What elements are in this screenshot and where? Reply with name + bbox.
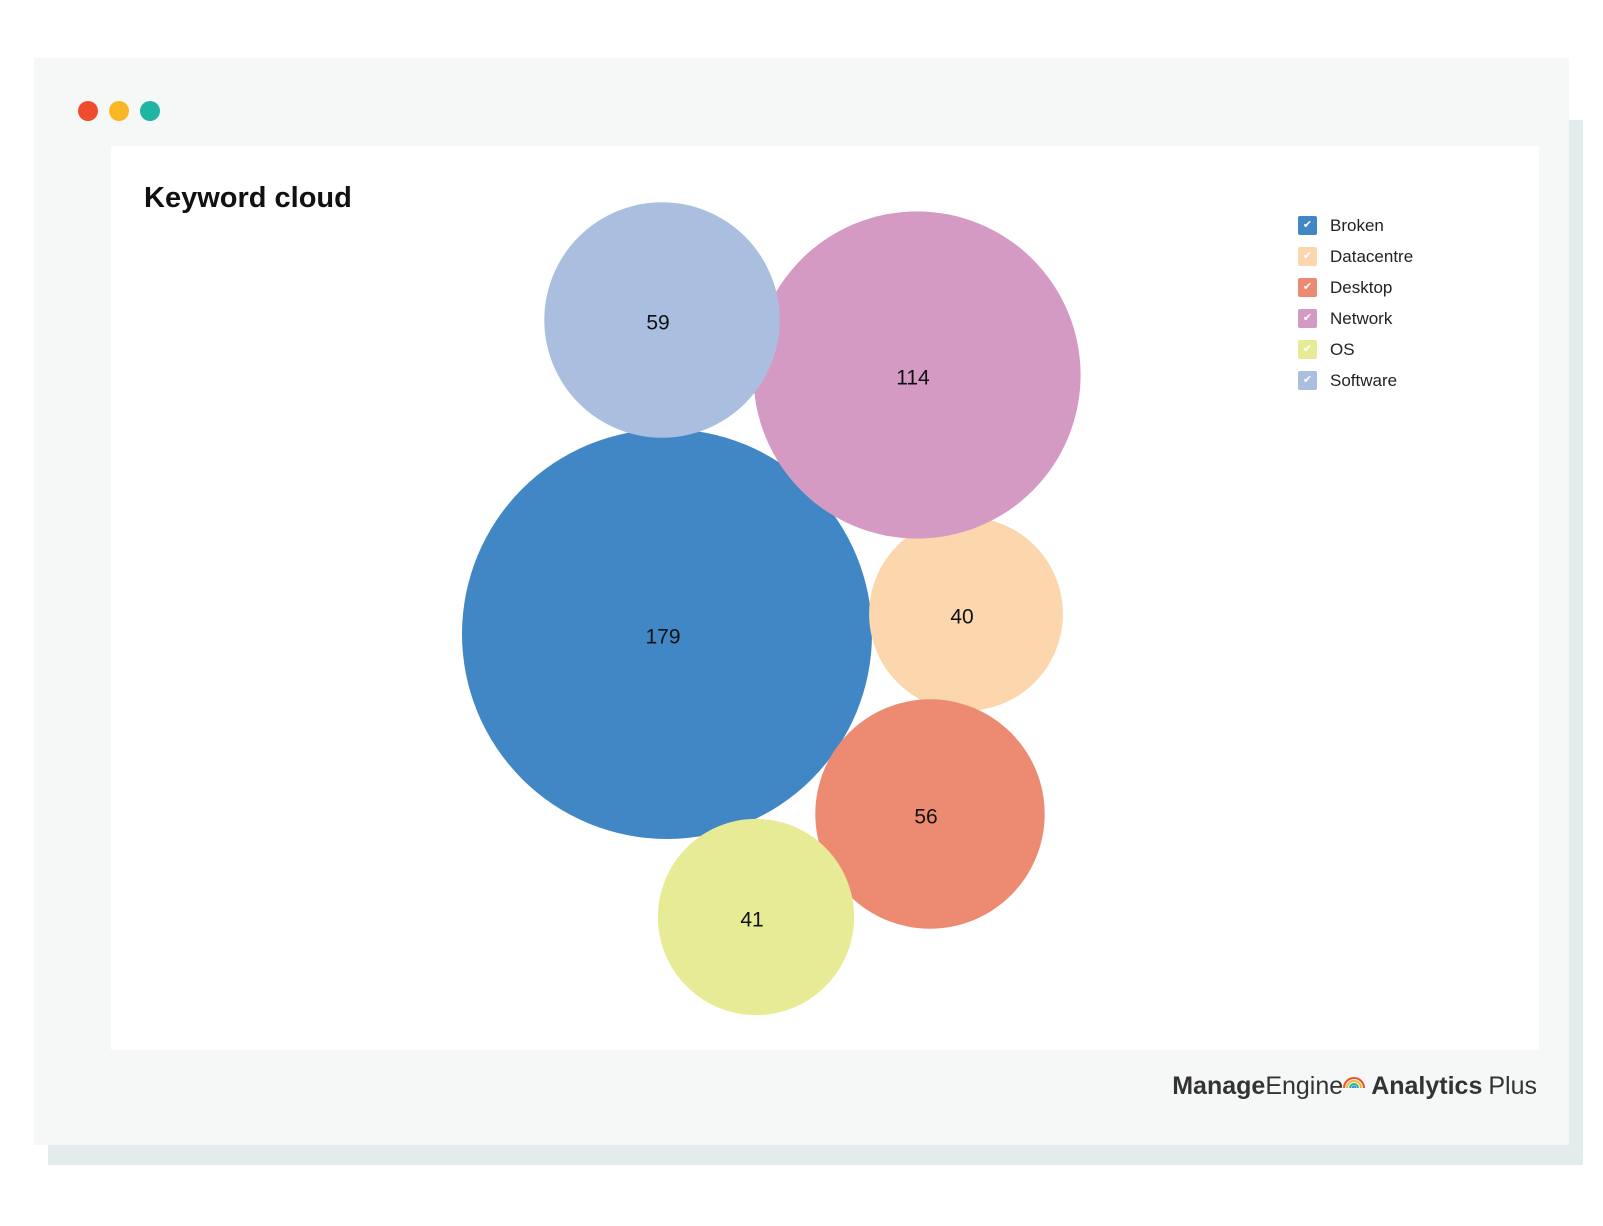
legend-label-broken: Broken [1330,215,1384,235]
chart-title: Keyword cloud [144,182,352,214]
bubble-network[interactable] [753,211,1081,539]
legend-label-datacentre: Datacentre [1330,246,1414,266]
checkbox-checked-icon[interactable]: ✔ [1298,371,1317,390]
brand-logo: Manage Engine Analytics Plus [1172,1072,1537,1101]
window-close-button[interactable] [78,101,98,121]
checkbox-checked-icon[interactable]: ✔ [1298,247,1317,266]
bubble-label-os: 41 [740,909,763,932]
brand-engine: Engine [1265,1072,1344,1100]
bubble-datacentre[interactable] [869,517,1063,711]
legend-item-os[interactable]: ✔ OS [1298,334,1413,365]
bubble-label-broken: 179 [645,626,680,649]
brand-analytics: Analytics [1371,1072,1483,1100]
chart-legend: ✔ Broken ✔ Datacentre ✔ Desktop ✔ Network ✔ OS ✔ So… [1298,210,1413,396]
bubble-label-datacentre: 40 [950,606,973,629]
rainbow-arc-icon [1343,1076,1366,1088]
legend-label-network: Network [1330,308,1393,328]
bubble-broken[interactable] [462,429,872,839]
bubble-os[interactable] [657,818,855,1016]
bubble-label-network: 114 [896,367,930,390]
legend-item-software[interactable]: ✔ Software [1298,365,1413,396]
checkbox-checked-icon[interactable]: ✔ [1298,278,1317,297]
legend-item-datacentre[interactable]: ✔ Datacentre [1298,241,1413,272]
legend-item-desktop[interactable]: ✔ Desktop [1298,272,1413,303]
window-maximize-button[interactable] [140,101,160,121]
brand-plus: Plus [1488,1072,1537,1100]
legend-label-os: OS [1330,339,1355,359]
checkbox-checked-icon[interactable]: ✔ [1298,216,1317,235]
checkbox-checked-icon[interactable]: ✔ [1298,309,1317,328]
legend-label-desktop: Desktop [1330,277,1393,297]
legend-item-broken[interactable]: ✔ Broken [1298,210,1413,241]
brand-manage: Manage [1172,1072,1266,1100]
legend-label-software: Software [1330,370,1398,390]
window-minimize-button[interactable] [109,101,129,121]
legend-item-network[interactable]: ✔ Network [1298,303,1413,334]
bubble-software[interactable] [544,202,780,438]
bubble-desktop[interactable] [815,699,1045,929]
bubble-label-desktop: 56 [914,806,937,829]
bubble-label-software: 59 [646,312,669,335]
checkbox-checked-icon[interactable]: ✔ [1298,340,1317,359]
